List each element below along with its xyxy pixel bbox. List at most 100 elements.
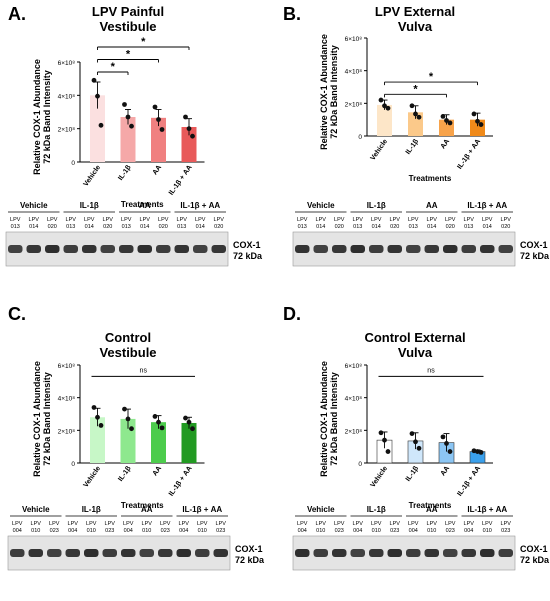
blot-lane-id: LPV 010 xyxy=(142,521,153,534)
data-point xyxy=(95,93,100,99)
data-point xyxy=(440,114,446,119)
y-tick-label: 4×10⁸ xyxy=(345,69,363,76)
blot-lane-id: LPV 023 xyxy=(501,521,512,534)
y-tick-label: 2×10⁸ xyxy=(58,428,76,435)
blot-band xyxy=(137,245,152,253)
data-point xyxy=(447,120,453,126)
y-tick-label: 0 xyxy=(358,134,362,141)
blot-lane-id: LPV 004 xyxy=(297,521,308,534)
data-point xyxy=(444,441,449,446)
blot-lane-id: LPV 014 xyxy=(140,217,151,230)
data-point xyxy=(129,426,134,432)
y-tick-label: 0 xyxy=(71,160,75,167)
data-point xyxy=(190,133,195,139)
blot-band xyxy=(406,245,421,253)
blot-lane-id: LPV 020 xyxy=(103,217,114,230)
blot-membrane xyxy=(7,535,231,571)
significance-label: * xyxy=(413,83,418,95)
data-point xyxy=(186,419,192,425)
panel-c: C. Control Vestibule Relative COX-1 Abundan… xyxy=(0,300,275,600)
y-tick-label: 4×10⁸ xyxy=(58,93,76,100)
blot-band xyxy=(63,245,78,253)
data-point xyxy=(378,430,384,436)
data-point xyxy=(413,439,418,445)
x-tick-label: IL-1β + AA xyxy=(168,465,194,498)
blot-band xyxy=(121,549,136,557)
x-tick-label: IL-1β + AA xyxy=(456,465,482,498)
blot-band xyxy=(406,549,421,557)
blot-lane-id: LPV 010 xyxy=(427,521,438,534)
data-point xyxy=(129,123,134,129)
blot-lane-id: LPV 023 xyxy=(216,521,227,534)
data-point xyxy=(95,414,100,420)
blot-band xyxy=(82,245,97,253)
blot-lane-id: LPV 010 xyxy=(197,521,208,534)
significance-label: * xyxy=(111,61,116,73)
chart-title: LPV External Vulva xyxy=(375,4,455,34)
data-point xyxy=(98,423,104,428)
blot-membrane xyxy=(5,231,229,267)
panel-b: B. LPV External Vulva Relative COX-1 Abunda… xyxy=(275,0,550,300)
x-axis-label: Treatments xyxy=(409,501,452,510)
data-point xyxy=(471,111,477,117)
blot-band-label: COX-1 72 kDa xyxy=(235,544,265,565)
blot-lane-id: LPV 013 xyxy=(66,217,77,230)
blot-group-label: IL-1β xyxy=(367,505,386,514)
blot-band xyxy=(313,245,328,253)
blot-lane-id: LPV 004 xyxy=(353,521,364,534)
x-tick-label: AA xyxy=(440,465,452,477)
data-point xyxy=(382,437,387,443)
chart-panel-a: A. LPV Painful Vestibule Relative COX-1 Abu… xyxy=(5,4,263,267)
x-tick-label: IL-1β xyxy=(117,164,133,182)
blot-band xyxy=(350,549,365,557)
data-point xyxy=(444,118,449,123)
blot-lane-id: LPV 023 xyxy=(105,521,116,534)
x-tick-label: AA xyxy=(440,138,452,150)
blot-lane-id: LPV 010 xyxy=(371,521,382,534)
blot-lane-id: LPV 004 xyxy=(123,521,134,534)
blot-band xyxy=(65,549,80,557)
blot-band xyxy=(350,245,365,253)
data-point xyxy=(152,414,158,419)
blot-lane-id: LPV 023 xyxy=(160,521,171,534)
chart-title: LPV Painful Vestibule xyxy=(92,4,164,34)
blot-band xyxy=(100,245,115,253)
panel-d: D. Control External Vulva Relative COX-1 Ab… xyxy=(275,300,550,600)
x-tick-label: Vehicle xyxy=(83,164,103,188)
blot-band xyxy=(176,549,191,557)
data-point xyxy=(378,97,384,103)
data-point xyxy=(156,117,161,122)
data-point xyxy=(447,449,453,454)
blot-lane-id: LPV 014 xyxy=(195,217,206,230)
data-point xyxy=(416,445,422,451)
y-tick-label: 4×10⁸ xyxy=(345,396,363,403)
blot-lane-id: LPV 014 xyxy=(371,217,382,230)
blot-lane-id: LPV 004 xyxy=(408,521,419,534)
panel-letter: B. xyxy=(283,4,301,24)
data-point xyxy=(413,111,418,117)
blot-group-label: Vehicle xyxy=(20,201,48,210)
data-point xyxy=(159,127,165,132)
data-point xyxy=(190,426,195,432)
blot-band xyxy=(45,245,60,253)
blot-lane-id: LPV 023 xyxy=(334,521,345,534)
blot-lane-id: LPV 013 xyxy=(121,217,132,230)
blot-band xyxy=(139,549,154,557)
y-tick-label: 0 xyxy=(358,461,362,468)
blot-group-label: IL-1β + AA xyxy=(182,505,222,514)
blot-band xyxy=(10,549,25,557)
blot-band xyxy=(313,549,328,557)
x-axis-label: Treatments xyxy=(409,174,452,183)
y-tick-label: 0 xyxy=(71,461,75,468)
data-point xyxy=(98,122,104,128)
significance-label: * xyxy=(141,36,146,48)
blot-band xyxy=(26,245,41,253)
blot-lane-id: LPV 020 xyxy=(47,217,58,230)
blot-band xyxy=(119,245,134,253)
blot-band xyxy=(332,549,347,557)
chart-title: Control Vestibule xyxy=(99,330,156,360)
bar xyxy=(90,417,105,463)
blot-lane-id: LPV 004 xyxy=(12,521,23,534)
blot-lane-id: LPV 023 xyxy=(445,521,456,534)
blot-band xyxy=(295,245,310,253)
